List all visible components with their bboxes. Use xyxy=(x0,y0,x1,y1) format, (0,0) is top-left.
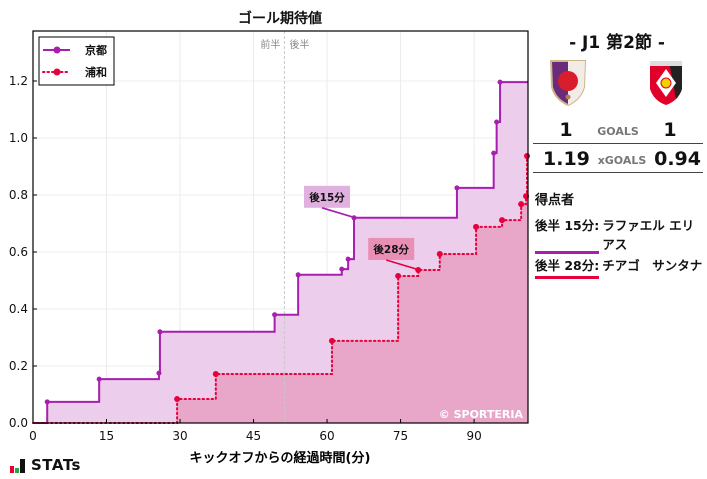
scorer-name: チアゴ サンタナ xyxy=(602,258,703,273)
urawa-crest-icon xyxy=(650,61,682,105)
second-half-label: 後半 xyxy=(289,38,309,51)
goals-label: GOALS xyxy=(597,125,639,138)
svg-text:0.6: 0.6 xyxy=(9,245,28,259)
goals-row: 1 GOALS 1 xyxy=(533,119,703,144)
scorer-time: 後半 15分: xyxy=(535,216,600,254)
svg-text:15: 15 xyxy=(99,429,114,443)
svg-text:30: 30 xyxy=(172,429,187,443)
svg-text:0.0: 0.0 xyxy=(9,416,28,430)
chart-title: ゴール期待値 xyxy=(238,11,322,27)
stats-logo: STATs xyxy=(10,458,81,473)
svg-text:後15分: 後15分 xyxy=(308,191,345,204)
svg-text:75: 75 xyxy=(393,429,408,443)
svg-text:1.2: 1.2 xyxy=(9,74,28,88)
scorer-item: 後半 28分: チアゴ サンタナ xyxy=(535,256,703,279)
round-label: - J1 第2節 - xyxy=(569,33,665,53)
svg-text:0.8: 0.8 xyxy=(9,188,28,202)
match-summary-panel: - J1 第2節 - 1 GOALS 1 1.19 xGOALS 0.94 得点… xyxy=(533,28,703,279)
away-goals: 1 xyxy=(663,119,677,141)
away-xg: 0.94 xyxy=(654,148,701,170)
area-fills xyxy=(33,82,528,423)
team-crests xyxy=(533,57,703,117)
svg-text:0: 0 xyxy=(29,429,37,443)
first-half-label: 前半 xyxy=(260,38,280,51)
svg-text:0.2: 0.2 xyxy=(9,359,28,373)
svg-text:45: 45 xyxy=(246,429,261,443)
series-lines xyxy=(32,79,531,424)
home-goals: 1 xyxy=(559,119,573,141)
svg-text:京都: 京都 xyxy=(85,43,107,57)
scorer-time: 後半 28分: xyxy=(535,256,600,279)
scorer-item: 後半 15分: ラファエル エリアス xyxy=(535,216,703,254)
home-xg: 1.19 xyxy=(543,148,590,170)
brand-text: STATs xyxy=(31,456,81,474)
watermark: © SPORTERIA xyxy=(439,408,524,421)
svg-text:浦和: 浦和 xyxy=(85,65,107,79)
x-axis-label: キックオフからの経過時間(分) xyxy=(190,450,371,466)
svg-text:60: 60 xyxy=(319,429,334,443)
svg-text:0.4: 0.4 xyxy=(9,302,28,316)
plot-frame xyxy=(32,30,529,424)
bar-chart-icon xyxy=(10,459,25,473)
svg-text:1.0: 1.0 xyxy=(9,131,28,145)
kyoto-crest-icon xyxy=(549,60,587,107)
scorers-title: 得点者 xyxy=(535,193,575,208)
svg-text:90: 90 xyxy=(466,429,481,443)
svg-text:後28分: 後28分 xyxy=(372,243,409,256)
axis-ticks: 0 15 30 45 60 75 90 0.0 0.2 0.4 0.6 0.8 1.0 1.2 xyxy=(9,74,482,443)
scorer-name: ラファエル エリアス xyxy=(602,218,695,252)
xgoals-label: xGOALS xyxy=(597,154,647,167)
xgoals-row: 1.19 xGOALS 0.94 xyxy=(533,144,703,173)
